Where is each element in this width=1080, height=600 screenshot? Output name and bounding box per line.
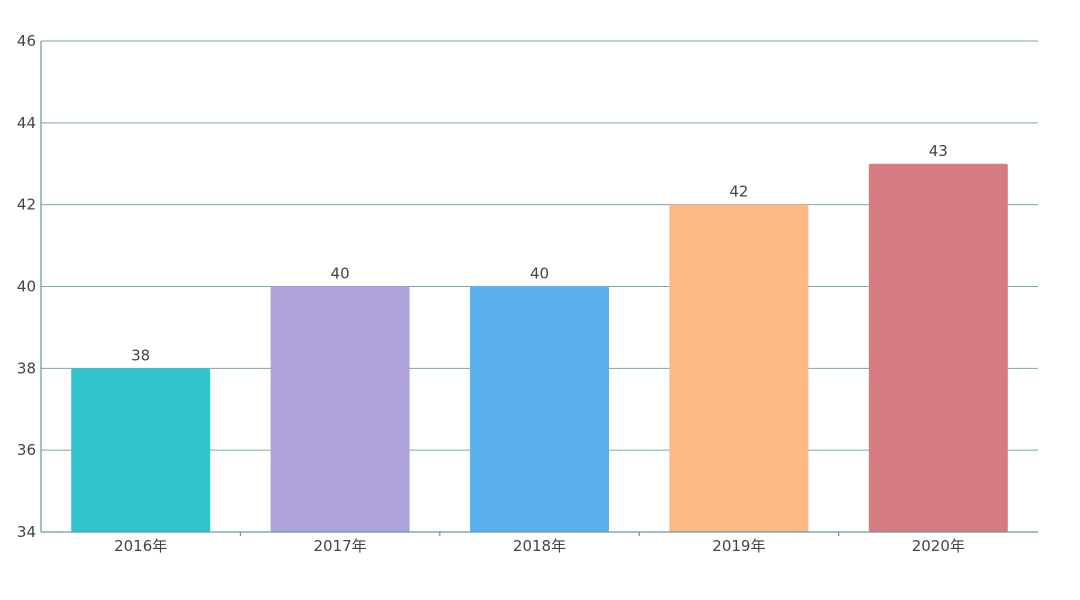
- x-category-label-2016年: 2016年: [114, 537, 167, 555]
- x-category-labels: 2016年 2017年 2018年 2019年 2020年: [114, 537, 965, 555]
- bar-2016年: [71, 368, 211, 532]
- bar-2018年: [470, 286, 609, 532]
- bar-value-label-2016年: 38: [131, 346, 150, 364]
- bar-2020年: [868, 163, 1008, 532]
- x-category-label-2017年: 2017年: [314, 537, 367, 555]
- bars: [71, 163, 1008, 532]
- y-tick-label-46: 46: [17, 32, 36, 50]
- bar-value-label-2019年: 42: [729, 183, 748, 201]
- x-category-label-2018年: 2018年: [513, 537, 566, 555]
- bar-value-label-2017年: 40: [331, 265, 350, 283]
- x-category-label-2019年: 2019年: [712, 537, 765, 555]
- y-tick-label-40: 40: [17, 278, 36, 296]
- y-tick-label-34: 34: [17, 523, 36, 541]
- bar-value-label-2018年: 40: [530, 265, 549, 283]
- bar-2017年: [270, 286, 410, 532]
- bar-2019年: [669, 204, 809, 532]
- y-tick-label-36: 36: [17, 441, 36, 459]
- x-category-label-2020年: 2020年: [912, 537, 965, 555]
- y-tick-label-44: 44: [17, 114, 36, 132]
- y-tick-label-42: 42: [17, 196, 36, 214]
- bar-value-labels: 38 40 40 42 43: [131, 142, 948, 365]
- bar-value-label-2020年: 43: [929, 142, 948, 160]
- y-tick-labels: 34 36 38 40 42 44 46: [17, 32, 36, 541]
- axes: [40, 41, 1038, 536]
- y-tick-label-38: 38: [17, 359, 36, 377]
